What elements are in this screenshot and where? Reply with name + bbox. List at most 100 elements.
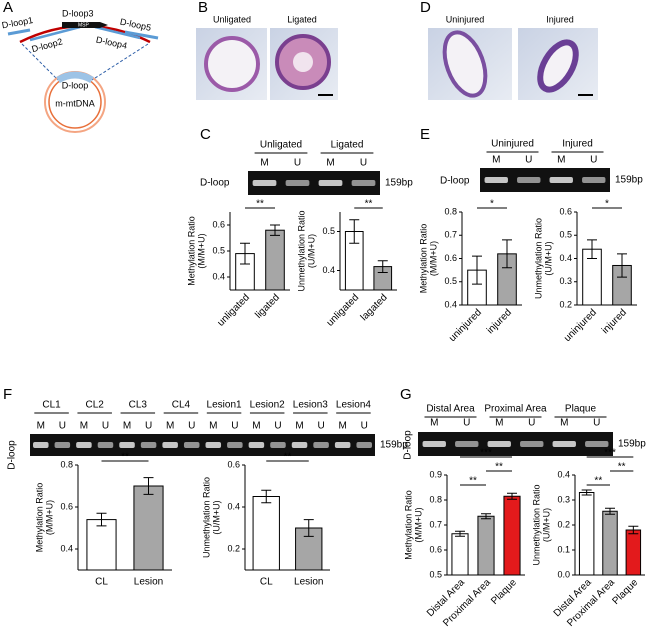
panel-letter: D (420, 0, 431, 16)
band (313, 442, 329, 448)
group-label: CL1 (42, 400, 61, 411)
row-label: D-loop (200, 178, 230, 189)
y-axis-label: (M/M+U) (44, 500, 54, 535)
band (227, 442, 243, 448)
y-tick-label: 0.8 (60, 459, 73, 469)
y-tick-label: 0.1 (557, 544, 570, 554)
y-tick-label: 0.3 (557, 494, 570, 504)
y-tick-label: 0.4 (322, 265, 335, 275)
lane-label: U (59, 421, 66, 432)
band (552, 441, 576, 447)
y-tick-label: 0.2 (557, 519, 570, 529)
label: Uninjured (446, 14, 485, 24)
y-axis-label: Unmethylation Ratio (533, 218, 543, 299)
significance-label: ** (469, 476, 477, 487)
y-tick-label: 0.4 (559, 253, 572, 263)
band (76, 442, 92, 448)
y-axis-label: (M/M+U) (413, 507, 423, 542)
lane-label: M (492, 155, 500, 166)
group-label: Plaque (565, 404, 597, 415)
band (54, 442, 71, 448)
dash (91, 43, 149, 81)
error-bar (377, 260, 388, 273)
band (484, 177, 508, 183)
x-tick-label: ligated (253, 292, 282, 321)
group-label: Uninjured (491, 139, 534, 150)
x-tick-label: injured (485, 307, 514, 336)
bar (477, 515, 495, 576)
y-tick-label: 0.0 (557, 569, 570, 579)
band (351, 180, 376, 186)
y-tick-label: 0.6 (227, 459, 240, 469)
band (582, 177, 606, 183)
lane-label: M (430, 418, 438, 429)
segment (7, 28, 31, 36)
band (205, 442, 222, 448)
label: m-mtDNA (55, 98, 95, 108)
band (248, 442, 265, 448)
y-tick-label: 0.4 (557, 469, 570, 479)
y-tick-label: 0.5 (429, 569, 442, 579)
panel-letter: E (420, 126, 430, 143)
error-bar (502, 239, 512, 269)
label: Injured (546, 14, 574, 24)
band (97, 442, 114, 448)
x-tick-label: CL (95, 577, 108, 588)
y-axis-label: (M/M+U) (428, 241, 438, 276)
error-bar (349, 219, 360, 244)
error-bar (605, 507, 615, 515)
lane-label: U (590, 155, 597, 166)
label: D-loop1 (1, 15, 34, 30)
band (455, 441, 479, 447)
lane-label: M (37, 421, 45, 432)
gel (30, 434, 375, 456)
bar (252, 496, 280, 571)
error-bar (587, 239, 597, 259)
label: MSP (78, 22, 90, 28)
error-bar (270, 224, 280, 236)
label: D-loop4 (95, 34, 128, 50)
significance-label: ** (284, 452, 292, 463)
vessel (442, 30, 488, 98)
band (140, 442, 157, 448)
row-label: D-loop (403, 430, 414, 460)
lane-label: M (209, 421, 217, 432)
lane-label: U (188, 421, 195, 432)
bar (503, 495, 521, 576)
y-tick-label: 0.6 (559, 206, 572, 216)
y-axis-label: Methylation Ratio (403, 490, 413, 560)
lane-label: M (326, 158, 334, 169)
y-tick-label: 0.2 (227, 543, 240, 553)
panel-letter: G (400, 386, 412, 403)
band (119, 442, 135, 448)
error-bar (472, 255, 482, 285)
lane-label: M (166, 421, 174, 432)
row-label: D-loop (440, 176, 470, 187)
x-tick-label: injured (600, 307, 629, 336)
y-tick-label: 0.2 (559, 299, 572, 309)
error-bar (240, 242, 250, 265)
band (318, 180, 343, 186)
y-tick-label: 0.7 (444, 230, 457, 240)
y-axis-label: Methylation Ratio (34, 483, 44, 553)
error-bar (628, 525, 639, 535)
band (549, 177, 573, 183)
band (487, 441, 511, 447)
y-tick-label: 0.8 (444, 206, 457, 216)
band (334, 442, 351, 448)
significance-label: ** (365, 199, 373, 210)
panel-d: D Uninjured Injured (420, 0, 598, 100)
y-tick-label: 0.4 (60, 543, 73, 553)
lane-label: M (260, 158, 268, 169)
error-bar (581, 489, 592, 496)
lane-label: U (528, 418, 535, 429)
bar (451, 533, 469, 576)
band (33, 442, 49, 448)
bar (86, 519, 117, 571)
band (162, 442, 178, 448)
error-bar (507, 492, 517, 500)
lane-label: U (361, 421, 368, 432)
lane-label: U (102, 421, 109, 432)
bar (602, 510, 618, 576)
size-label: 159bp (385, 178, 413, 189)
